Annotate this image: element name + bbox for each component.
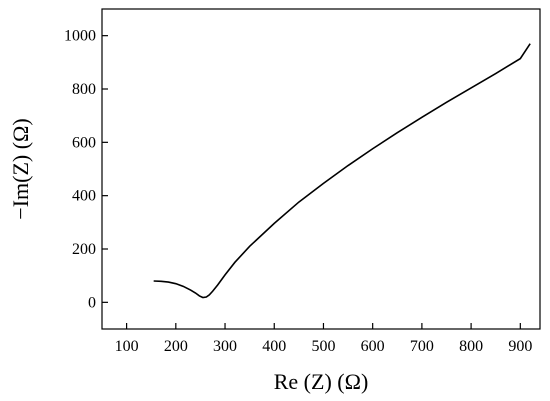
x-tick-label: 100 (115, 338, 139, 355)
y-tick-label: 200 (72, 241, 96, 258)
x-tick-label: 900 (508, 338, 532, 355)
y-tick-label: 1000 (64, 28, 96, 45)
plot-frame (101, 8, 541, 330)
x-tick-label: 200 (164, 338, 188, 355)
y-axis-ticks: 0 200 400 600 800 1000 (64, 28, 108, 311)
y-tick-label: 400 (72, 188, 96, 205)
x-tick-label: 700 (410, 338, 434, 355)
y-tick-label: 800 (72, 81, 96, 98)
y-axis-title: −Im(Z) (Ω) (8, 118, 33, 219)
x-tick-label: 600 (361, 338, 385, 355)
x-axis-title: Re (Z) (Ω) (274, 369, 369, 394)
y-tick-label: 0 (88, 294, 96, 311)
x-tick-label: 400 (262, 338, 286, 355)
y-tick-label: 600 (72, 134, 96, 151)
x-tick-label: 800 (459, 338, 483, 355)
x-axis-ticks: 100 200 300 400 500 600 700 800 900 (115, 323, 532, 355)
impedance-curve (153, 43, 531, 299)
x-tick-label: 500 (311, 338, 335, 355)
x-tick-label: 300 (213, 338, 237, 355)
